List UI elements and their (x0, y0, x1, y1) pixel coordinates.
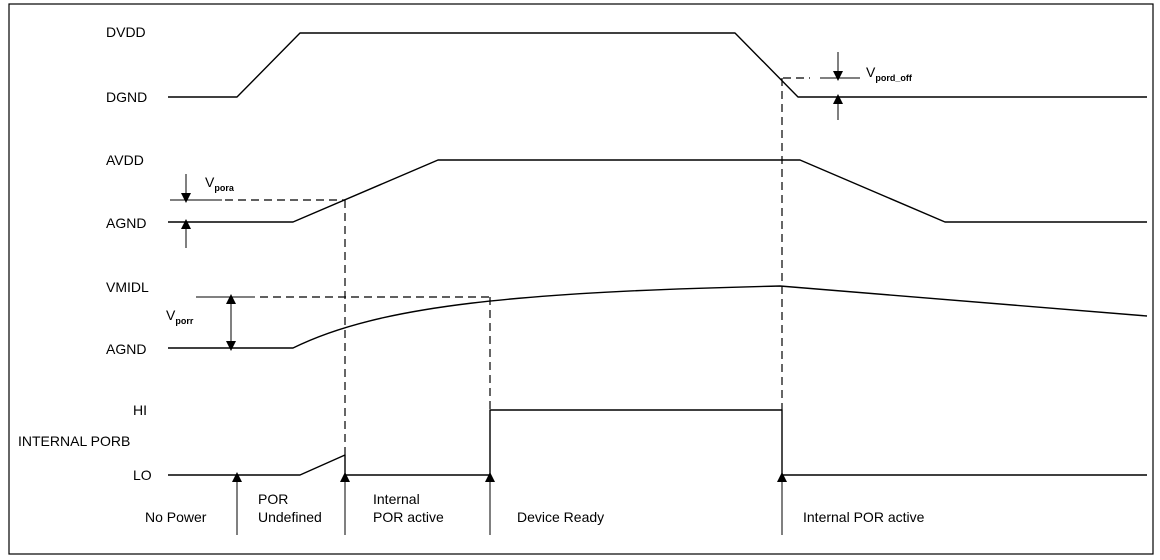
phase-no-power: No Power (145, 509, 207, 525)
label-lo: LO (133, 467, 152, 483)
label-hi: HI (133, 402, 147, 418)
porb-waveform-high (489, 409, 1147, 476)
label-dgnd: DGND (106, 89, 147, 105)
avdd-waveform (168, 159, 1147, 223)
phase-por-undefined-line1: POR (258, 491, 288, 507)
label-avdd: AVDD (106, 152, 144, 168)
label-dvdd: DVDD (106, 24, 146, 40)
phase-device-ready: Device Ready (517, 509, 604, 525)
label-internal-porb: INTERNAL PORB (18, 433, 130, 449)
dvdd-waveform (168, 32, 1147, 98)
phase-internal-por-line1: Internal (373, 491, 420, 507)
phase-internal-por-active: Internal POR active (803, 509, 925, 525)
label-agnd-vmidl: AGND (106, 341, 146, 357)
label-vmidl: VMIDL (106, 279, 149, 295)
vpora-label: Vpora (205, 174, 235, 193)
phase-internal-por-line2: POR active (373, 509, 444, 525)
phase-por-undefined-line2: Undefined (258, 509, 322, 525)
diagram-frame (8, 3, 1154, 555)
vmidl-waveform (168, 285, 1148, 349)
label-agnd-analog: AGND (106, 215, 146, 231)
porb-waveform-low (168, 454, 490, 476)
vporr-label: Vporr (166, 307, 194, 326)
vpord-off-label: Vpord_off (866, 64, 913, 83)
